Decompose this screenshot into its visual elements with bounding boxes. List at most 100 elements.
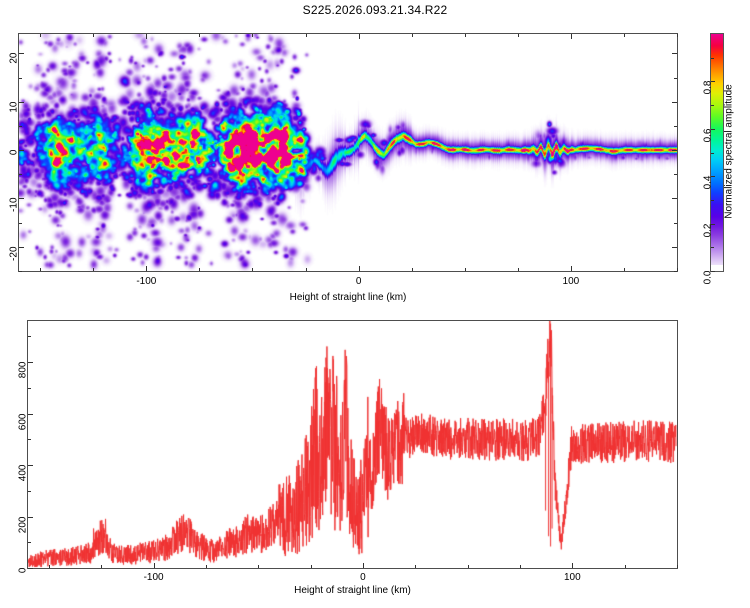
spectrogram-y-tick: [19, 101, 24, 103]
spectrogram-y-tick-right: [672, 246, 677, 248]
spectrogram-x-minortick: [252, 268, 254, 271]
colorbar-minortick: [711, 199, 714, 201]
snr-x-tick: [572, 563, 574, 568]
snr-y-tick: [28, 516, 33, 518]
snr-x-minortick: [624, 565, 626, 568]
spectrogram-y-minortick: [19, 77, 22, 79]
colorbar-minortick: [711, 152, 714, 154]
snr-y-minortick: [28, 490, 31, 492]
spectrogram-x-minortick: [517, 268, 519, 271]
figure-title: S225.2026.093.21.34.R22: [302, 3, 448, 17]
spectrogram-y-tick-right: [672, 150, 677, 152]
spectrogram-x-minortick: [411, 268, 413, 271]
spectrogram-x-ticklabel: 0: [355, 276, 362, 287]
colorbar: [710, 33, 724, 272]
snr-y-minortick: [28, 387, 31, 389]
spectrogram-x-minortick: [40, 268, 42, 271]
spectrogram-y-tick-right: [672, 53, 677, 55]
spectrogram-x-tick: [570, 266, 572, 271]
colorbar-minortick: [711, 105, 714, 107]
snr-x-minortick: [205, 565, 207, 568]
snr-y-minortick: [28, 336, 31, 338]
spectrogram-x-minortick: [464, 268, 466, 271]
spectrogram-y-tick: [19, 198, 24, 200]
colorbar-tick: [711, 81, 715, 83]
spectrogram-y-minortick-right: [674, 174, 677, 176]
spectrogram-x-minortick: [305, 268, 307, 271]
snr-x-minortick: [48, 565, 50, 568]
snr-x-minortick: [101, 565, 103, 568]
spectrogram-x-minortick-top: [252, 34, 254, 37]
snr-x-minortick: [310, 565, 312, 568]
snr-y-ticklabel: 200: [17, 516, 29, 533]
spectrogram-x-tick: [146, 266, 148, 271]
spectrogram-y-tick: [19, 246, 24, 248]
spectrogram-y-minortick-right: [674, 271, 677, 272]
colorbar-ticklabel: 0.4: [702, 175, 714, 190]
spectrogram-x-tick-top: [146, 34, 148, 39]
colorbar-minortick: [711, 57, 714, 59]
spectrogram-x-minortick: [199, 268, 201, 271]
spectrogram-x-tick-top: [570, 34, 572, 39]
spectrogram-x-ticklabel: 100: [562, 276, 580, 287]
spectrogram-y-ticklabel: 0: [8, 149, 20, 156]
spectrogram-x-minortick-top: [305, 34, 307, 37]
snr-y-tick: [28, 465, 33, 467]
spectrogram-y-tick: [19, 53, 24, 55]
snr-panel: [27, 320, 678, 569]
spectrogram-y-tick-right: [672, 198, 677, 200]
spectrogram-x-minortick-top: [623, 34, 625, 37]
colorbar-tick: [711, 271, 715, 272]
spectrogram-x-minortick-top: [677, 34, 678, 37]
snr-x-ticklabel: -100: [143, 572, 164, 583]
spectrogram-y-minortick-right: [674, 222, 677, 224]
spectrogram-x-minortick-top: [199, 34, 201, 37]
spectrogram-x-minortick-top: [464, 34, 466, 37]
spectrogram-y-minortick-right: [674, 77, 677, 79]
spectrogram-y-minortick: [19, 174, 22, 176]
colorbar-tick: [711, 176, 715, 178]
snr-x-minortick: [415, 565, 417, 568]
spectrogram-y-tick: [19, 150, 24, 152]
spectrogram-y-minortick-right: [674, 125, 677, 127]
spectrogram-y-ticklabel: -10: [8, 197, 20, 213]
spectrogram-y-minortick: [19, 271, 22, 272]
snr-x-minortick: [258, 565, 260, 568]
snr-x-minortick: [467, 565, 469, 568]
colorbar-ticklabel: 0.2: [702, 223, 714, 237]
snr-x-minortick: [519, 565, 521, 568]
colorbar-ticklabel: 0.0: [702, 270, 714, 285]
spectrogram-x-minortick-top: [411, 34, 413, 37]
snr-y-ticklabel: 600: [17, 413, 29, 430]
spectrogram-canvas: [19, 34, 677, 271]
colorbar-ticklabel: 0.6: [702, 128, 714, 143]
colorbar-ticklabel: 0.8: [702, 80, 714, 95]
snr-x-ticklabel: 100: [563, 572, 581, 583]
spectrogram-x-tick-top: [358, 34, 360, 39]
spectrogram-x-tick: [358, 266, 360, 271]
snr-x-ticklabel: 0: [360, 572, 366, 583]
colorbar-tick: [711, 223, 715, 225]
snr-x-tick: [362, 563, 364, 568]
snr-y-tick: [28, 413, 33, 415]
snr-canvas: [28, 321, 677, 568]
spectrogram-y-tick-right: [672, 101, 677, 103]
snr-y-minortick: [28, 439, 31, 441]
spectrogram-x-minortick: [93, 268, 95, 271]
spectrogram-x-minortick: [677, 268, 678, 271]
snr-x-axis-title: Height of straight line (km): [294, 585, 411, 596]
snr-y-ticklabel: 800: [17, 361, 29, 379]
colorbar-minortick: [711, 247, 714, 249]
spectrogram-x-minortick-top: [40, 34, 42, 37]
spectrogram-x-minortick-top: [517, 34, 519, 37]
colorbar-title: Normalized spectral amplitude: [723, 83, 735, 219]
snr-x-minortick: [677, 565, 678, 568]
snr-clip: [28, 321, 677, 568]
spectrogram-x-ticklabel: -100: [136, 276, 157, 287]
snr-y-minortick: [28, 542, 31, 544]
spectrogram-y-ticklabel: -20: [8, 246, 20, 261]
snr-y-tick: [28, 568, 33, 569]
snr-x-tick: [153, 563, 155, 568]
colorbar-low-end-swatch: [711, 265, 723, 271]
